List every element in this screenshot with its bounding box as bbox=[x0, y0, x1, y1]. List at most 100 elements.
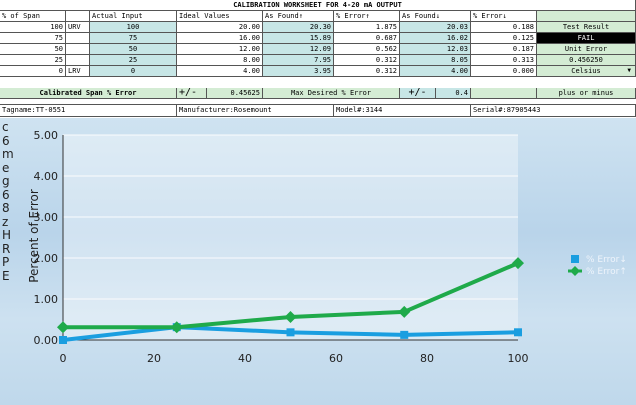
cell-label bbox=[66, 44, 90, 55]
y-tick-label: 2.00 bbox=[34, 252, 59, 265]
cell-found-up[interactable]: 3.95 bbox=[263, 66, 334, 77]
legend-marker-0 bbox=[571, 255, 579, 263]
legend-label-0: % Error↓ bbox=[586, 255, 627, 265]
header-ideal: Ideal Values bbox=[177, 11, 263, 22]
cell-found-down[interactable]: 4.00 bbox=[400, 66, 471, 77]
cell-err-down: 0.188 bbox=[471, 22, 537, 33]
unit-select-value: Celsius bbox=[571, 67, 601, 75]
header-asfound-down: As Found↓ bbox=[400, 11, 471, 22]
side-letter: P bbox=[2, 255, 10, 269]
cell-err-up: 0.312 bbox=[334, 55, 400, 66]
series-0-point bbox=[286, 328, 295, 337]
max-desired-value[interactable]: 0.4 bbox=[436, 88, 471, 99]
cell-err-down: 0.000 bbox=[471, 66, 537, 77]
cell-span: 75 bbox=[0, 33, 66, 44]
cell-label: LRV bbox=[66, 66, 90, 77]
cell-err-down: 0.187 bbox=[471, 44, 537, 55]
cell-span: 100 bbox=[0, 22, 66, 33]
x-tick-label: 80 bbox=[420, 352, 434, 365]
pm-symbol-2: +/- bbox=[400, 88, 436, 99]
x-tick-label: 0 bbox=[60, 352, 67, 365]
plus-or-minus-label: plus or minus bbox=[537, 88, 636, 99]
header-error-up: % Error↑ bbox=[334, 11, 400, 22]
series-1-point bbox=[57, 321, 69, 334]
side-letter: R bbox=[2, 241, 11, 256]
cell-err-up: 1.875 bbox=[334, 22, 400, 33]
cell-ideal: 16.00 bbox=[177, 33, 263, 44]
chevron-down-icon: ▼ bbox=[627, 67, 631, 74]
cell-found-up[interactable]: 15.89 bbox=[263, 33, 334, 44]
cell-ideal: 20.00 bbox=[177, 22, 263, 33]
pm-symbol-1: +/- bbox=[177, 88, 207, 99]
unit-error-label: Unit Error bbox=[537, 44, 636, 55]
header-actual: Actual Input bbox=[90, 11, 177, 22]
x-tick-label: 60 bbox=[329, 352, 343, 365]
plot-area bbox=[63, 135, 518, 340]
cell-found-down[interactable]: 20.03 bbox=[400, 22, 471, 33]
unit-select[interactable]: Celsius ▼ bbox=[537, 66, 636, 77]
cell-found-up[interactable]: 7.95 bbox=[263, 55, 334, 66]
cell-ideal: 8.00 bbox=[177, 55, 263, 66]
side-letter: m bbox=[2, 147, 14, 161]
series-0-point bbox=[400, 330, 409, 339]
cell-found-up[interactable]: 12.09 bbox=[263, 44, 334, 55]
cell-actual[interactable]: 100 bbox=[90, 22, 177, 33]
header-asfound-up: As Found↑ bbox=[263, 11, 334, 22]
cell-err-down: 0.125 bbox=[471, 33, 537, 44]
cell-err-down: 0.313 bbox=[471, 55, 537, 66]
header-side-blank bbox=[537, 11, 636, 22]
cell-ideal: 4.00 bbox=[177, 66, 263, 77]
error-chart-svg: 0.00 1.00 2.00 3.00 4.00 5.00 0 20 40 60 80 100 Perc… bbox=[27, 129, 627, 365]
header-error-down: % Error↓ bbox=[471, 11, 537, 22]
y-axis-label: Percent of Error bbox=[27, 189, 41, 283]
cell-found-down[interactable]: 12.03 bbox=[400, 44, 471, 55]
cell-err-up: 0.562 bbox=[334, 44, 400, 55]
cell-span: 50 bbox=[0, 44, 66, 55]
side-letter: c bbox=[2, 120, 9, 134]
legend-marker-1 bbox=[570, 266, 580, 276]
side-letter: E bbox=[2, 268, 10, 283]
cell-found-up[interactable]: 20.30 bbox=[263, 22, 334, 33]
cell-span: 0 bbox=[0, 66, 66, 77]
y-tick-label: 0.00 bbox=[34, 334, 59, 347]
side-letter: 8 bbox=[2, 201, 10, 215]
y-tick-label: 1.00 bbox=[34, 293, 59, 306]
cell-found-down[interactable]: 16.02 bbox=[400, 33, 471, 44]
cell-found-down[interactable]: 8.05 bbox=[400, 55, 471, 66]
y-tick-label: 5.00 bbox=[34, 129, 59, 142]
cell-label: URV bbox=[66, 22, 90, 33]
y-tick-label: 4.00 bbox=[34, 170, 59, 183]
cell-actual[interactable]: 75 bbox=[90, 33, 177, 44]
cell-actual[interactable]: 0 bbox=[90, 66, 177, 77]
calibration-worksheet: CALIBRATION WORKSHEET FOR 4-20 mA OUTPUT… bbox=[0, 0, 636, 118]
series-1-point bbox=[398, 305, 411, 318]
calibrated-span-value: 0.45625 bbox=[207, 88, 263, 99]
cell-actual[interactable]: 25 bbox=[90, 55, 177, 66]
worksheet-title: CALIBRATION WORKSHEET FOR 4-20 mA OUTPUT bbox=[0, 0, 636, 11]
cell-err-up: 0.312 bbox=[334, 66, 400, 77]
max-desired-label: Max Desired % Error bbox=[263, 88, 400, 99]
cell-label bbox=[66, 55, 90, 66]
series-1-point bbox=[512, 257, 524, 270]
series-1-point bbox=[170, 321, 183, 334]
unit-error-value: 0.456250 bbox=[537, 55, 636, 66]
series-0-point bbox=[514, 328, 522, 337]
series-0-point bbox=[59, 336, 67, 344]
cell-actual[interactable]: 50 bbox=[90, 44, 177, 55]
header-span: % of Span bbox=[0, 11, 66, 22]
x-tick-label: 20 bbox=[147, 352, 161, 365]
cell-ideal: 12.00 bbox=[177, 44, 263, 55]
tagname: Tagname:TT-0551 bbox=[0, 104, 177, 117]
cell-span: 25 bbox=[0, 55, 66, 66]
calibrated-span-label: Calibrated Span % Error bbox=[0, 88, 177, 99]
x-tick-label: 40 bbox=[238, 352, 252, 365]
cell-label bbox=[66, 33, 90, 44]
test-result-value: FAIL bbox=[537, 33, 636, 44]
y-tick-label: 3.00 bbox=[34, 211, 59, 224]
legend-label-1: % Error↑ bbox=[586, 267, 627, 277]
side-letter: g bbox=[2, 174, 10, 188]
side-letter: z bbox=[2, 214, 9, 229]
serial: Serial#:87905443 bbox=[471, 104, 636, 117]
x-tick-label: 100 bbox=[508, 352, 529, 365]
